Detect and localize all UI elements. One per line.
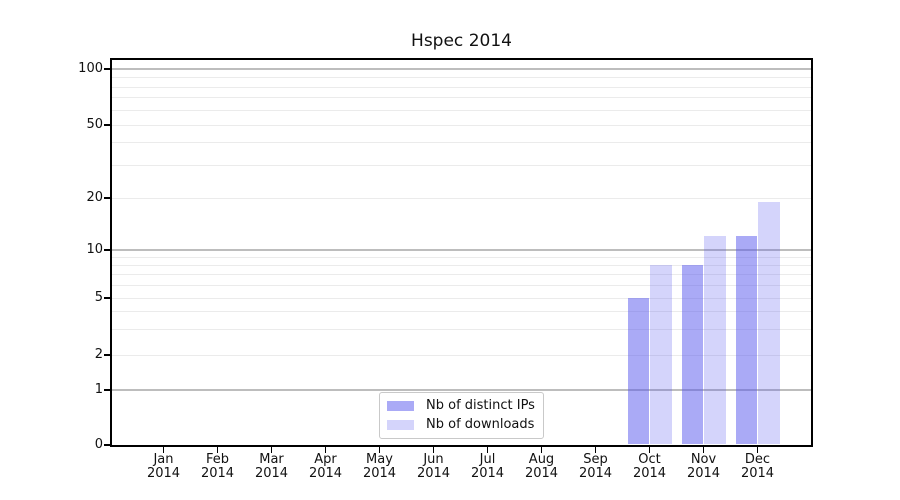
gridline-minor	[112, 284, 811, 286]
x-tick-year: 2014	[146, 466, 181, 481]
x-tick-label-dec: Dec 2014	[726, 453, 790, 481]
gridline-major	[112, 389, 811, 391]
x-tick-month: Sep	[583, 452, 608, 467]
x-tick-month: Mar	[259, 452, 284, 467]
legend-label-downloads: Nb of downloads	[426, 417, 535, 432]
y-tick	[104, 297, 110, 299]
x-tick	[702, 447, 705, 453]
gridline-minor	[112, 297, 811, 299]
x-tick	[216, 447, 219, 453]
legend: Nb of distinct IPs Nb of downloads	[379, 392, 544, 439]
x-tick-month: Feb	[205, 452, 230, 467]
x-tick	[162, 447, 165, 453]
x-tick-year: 2014	[524, 466, 559, 481]
x-tick-year: 2014	[362, 466, 397, 481]
gridline-minor	[112, 264, 811, 266]
bar-downloads-oct	[650, 265, 672, 444]
gridline-minor	[112, 329, 811, 331]
y-tick	[104, 354, 110, 356]
x-tick-month: Jul	[479, 452, 496, 467]
x-tick-year: 2014	[686, 466, 721, 481]
x-tick-year: 2014	[416, 466, 451, 481]
gridline-minor	[112, 109, 811, 111]
x-tick-year: 2014	[740, 466, 775, 481]
legend-entry-distinct-ips: Nb of distinct IPs	[380, 396, 543, 415]
x-tick	[648, 447, 651, 453]
x-tick-month: Nov	[690, 452, 717, 467]
x-tick-label-feb: Feb 2014	[186, 453, 250, 481]
x-tick-label-apr: Apr 2014	[294, 453, 358, 481]
x-tick	[756, 447, 759, 453]
gridline-minor	[112, 197, 811, 199]
x-tick-month: Jan	[153, 452, 174, 467]
y-tick	[104, 68, 110, 70]
y-tick-label: 100	[78, 61, 103, 76]
x-tick	[324, 447, 327, 453]
y-tick-label: 5	[94, 290, 103, 305]
y-tick-label: 2	[94, 347, 103, 362]
legend-swatch-downloads	[387, 419, 414, 430]
bar-distinct-ips-oct	[627, 298, 649, 444]
gridline-minor	[112, 256, 811, 258]
gridline-minor	[112, 86, 811, 88]
x-tick-year: 2014	[308, 466, 343, 481]
x-tick-month: May	[366, 452, 393, 467]
bar-distinct-ips-dec	[735, 236, 757, 444]
x-tick-label-oct: Oct 2014	[618, 453, 682, 481]
x-tick-year: 2014	[254, 466, 289, 481]
x-tick-year: 2014	[578, 466, 613, 481]
x-tick	[540, 447, 543, 453]
legend-swatch-distinct-ips	[387, 400, 414, 411]
gridline-major	[112, 249, 811, 251]
y-tick-label: 0	[94, 437, 103, 452]
x-tick	[594, 447, 597, 453]
x-tick-month: Dec	[744, 452, 771, 467]
legend-entry-downloads: Nb of downloads	[380, 415, 543, 434]
x-tick	[432, 447, 435, 453]
x-tick-month: Oct	[638, 452, 661, 467]
y-tick	[104, 124, 110, 126]
bar-downloads-nov	[704, 236, 726, 444]
y-tick	[104, 389, 110, 391]
x-tick-label-sep: Sep 2014	[564, 453, 628, 481]
x-tick-label-aug: Aug 2014	[510, 453, 574, 481]
y-tick	[104, 249, 110, 251]
x-tick	[270, 447, 273, 453]
gridline-minor	[112, 142, 811, 144]
x-tick-year: 2014	[470, 466, 505, 481]
gridline-minor	[112, 274, 811, 276]
x-tick-label-may: May 2014	[348, 453, 412, 481]
gridline-minor	[112, 311, 811, 313]
y-tick-label: 1	[94, 382, 103, 397]
bar-distinct-ips-nov	[681, 265, 703, 444]
x-tick-label-mar: Mar 2014	[240, 453, 304, 481]
x-tick-label-jan: Jan 2014	[132, 453, 196, 481]
x-tick-month: Apr	[314, 452, 337, 467]
chart-title: Hspec 2014	[411, 31, 512, 51]
y-tick-label: 10	[86, 242, 103, 257]
y-tick-label: 50	[86, 117, 103, 132]
y-tick	[104, 444, 110, 446]
x-tick-year: 2014	[200, 466, 235, 481]
gridline-minor	[112, 165, 811, 167]
bar-downloads-dec	[758, 201, 780, 444]
x-tick-month: Aug	[528, 452, 555, 467]
x-tick-month: Jun	[423, 452, 444, 467]
x-tick-label-jun: Jun 2014	[402, 453, 466, 481]
x-tick-label-nov: Nov 2014	[672, 453, 736, 481]
legend-label-distinct-ips: Nb of distinct IPs	[426, 398, 535, 413]
y-tick-label: 20	[86, 190, 103, 205]
gridline-minor	[112, 354, 811, 356]
gridline-minor	[112, 77, 811, 78]
y-tick	[104, 197, 110, 199]
x-tick	[378, 447, 381, 453]
gridline-minor	[112, 97, 811, 99]
gridline-minor	[112, 124, 811, 126]
x-tick	[486, 447, 489, 453]
x-tick-year: 2014	[632, 466, 667, 481]
x-tick-label-jul: Jul 2014	[456, 453, 520, 481]
gridline-major	[112, 68, 811, 70]
